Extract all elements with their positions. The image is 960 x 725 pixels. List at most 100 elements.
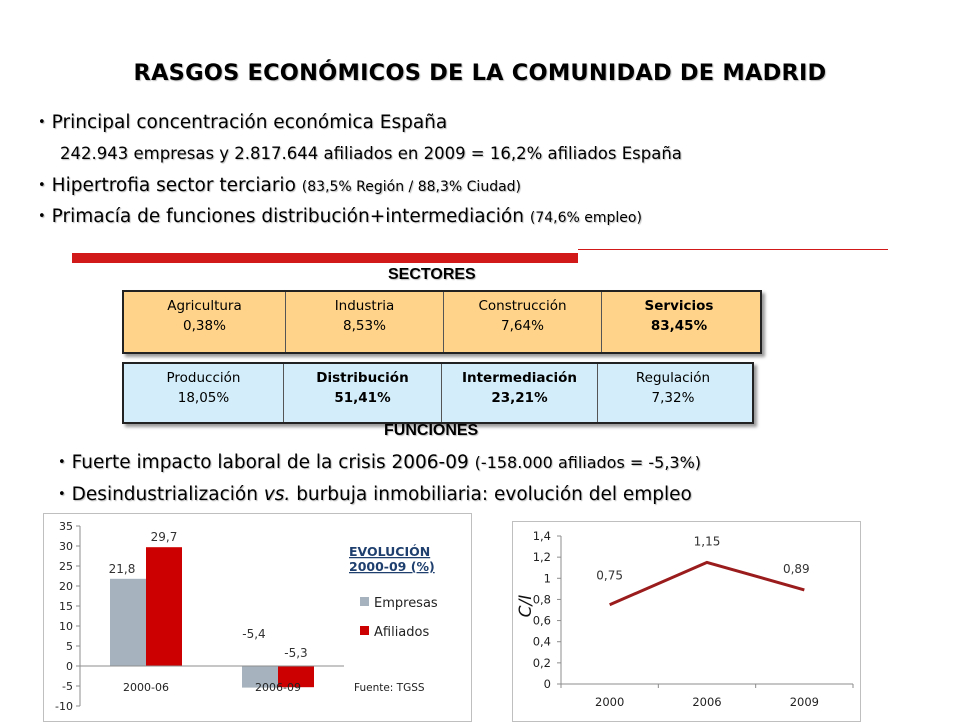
bullet-dot-icon: • bbox=[38, 178, 46, 193]
cell-label: Industria bbox=[334, 298, 395, 314]
bullet-text-vs: vs. bbox=[263, 484, 291, 505]
chart-title-line: EVOLUCIÓN bbox=[349, 544, 430, 559]
cell-label: Distribución bbox=[316, 370, 409, 386]
bullet-note: (83,5% Región / 88,3% Ciudad) bbox=[301, 179, 522, 195]
line-data-label: 0,75 bbox=[596, 569, 623, 583]
cell-value: 7,64% bbox=[501, 318, 544, 334]
funcion-cell-regulacion: Regulación 7,32% bbox=[598, 364, 748, 422]
cell-value: 23,21% bbox=[491, 390, 548, 406]
red-divider-thick bbox=[72, 253, 578, 263]
legend-swatch-empresas bbox=[360, 597, 369, 606]
bullet-text-a: Desindustrialización bbox=[71, 484, 258, 505]
y-tick-label: 1,2 bbox=[533, 550, 551, 564]
y-tick-label: -5 bbox=[62, 680, 73, 693]
x-tick-label: 2009 bbox=[790, 695, 819, 709]
cell-value: 51,41% bbox=[334, 390, 391, 406]
chart-source: Fuente: TGSS bbox=[354, 682, 425, 694]
cell-value: 18,05% bbox=[177, 390, 230, 406]
y-tick-label: 25 bbox=[59, 560, 73, 573]
sector-cell-industria: Industria 8,53% bbox=[286, 292, 444, 352]
cell-value: 83,45% bbox=[650, 318, 708, 334]
bar-data-label: 29,7 bbox=[151, 530, 178, 544]
cell-label: Servicios bbox=[644, 298, 714, 314]
chart-title-line: 2000-09 (%) bbox=[349, 559, 435, 574]
bar-data-label: -5,3 bbox=[284, 646, 307, 660]
y-tick-label: 0 bbox=[544, 677, 551, 691]
cell-value: 0,38% bbox=[183, 318, 226, 334]
y-tick-label: 0,2 bbox=[533, 656, 551, 670]
bar-data-label: -5,4 bbox=[242, 627, 265, 641]
y-tick-label: 0 bbox=[66, 660, 73, 673]
x-tick-label: 2006-09 bbox=[255, 681, 301, 694]
line-chart: 0 0,2 0,4 0,6 0,8 1 1,2 1,4 2000 2006 2009 0,75 1,15… bbox=[516, 529, 854, 709]
y-tick-label: 0,8 bbox=[533, 592, 551, 606]
sector-cell-servicios: Servicios 83,45% bbox=[602, 292, 756, 352]
line-data-label: 0,89 bbox=[783, 562, 810, 576]
bullet-dot-icon: • bbox=[58, 455, 66, 470]
y-tick-label: 10 bbox=[59, 620, 73, 633]
bullet-text: Primacía de funciones distribución+inter… bbox=[51, 206, 524, 227]
bullet-text: Hipertrofia sector terciario bbox=[51, 175, 296, 196]
cell-label: Regulación bbox=[635, 370, 711, 386]
legend-label-afiliados: Afiliados bbox=[374, 625, 429, 640]
funciones-table: Producción 18,05% Distribución 51,41% In… bbox=[122, 362, 754, 424]
red-divider-thin bbox=[578, 249, 888, 250]
bullet-terciario: • Hipertrofia sector terciario (83,5% Reg… bbox=[38, 175, 521, 196]
bullet-note: (74,6% empleo) bbox=[529, 210, 642, 226]
legend-label-empresas: Empresas bbox=[374, 596, 438, 611]
y-tick-label: 0,6 bbox=[533, 614, 551, 628]
funcion-cell-produccion: Producción 18,05% bbox=[124, 364, 284, 422]
y-tick-label: 0,4 bbox=[533, 635, 551, 649]
y-tick-label: 15 bbox=[59, 600, 73, 613]
sectores-table: Agricultura 0,38% Industria 8,53% Constr… bbox=[122, 290, 762, 354]
bullet-funciones: • Primacía de funciones distribución+inte… bbox=[38, 206, 642, 227]
bullet-text-b: burbuja inmobiliaria: evolución del empl… bbox=[296, 484, 692, 505]
bar-chart-frame: -10 -5 0 5 10 15 20 25 30 35 21,8 29,7 2000-06 -5,4 -5… bbox=[43, 513, 472, 722]
cell-value: 7,32% bbox=[651, 390, 695, 406]
page-title: RASGOS ECONÓMICOS DE LA COMUNIDAD DE MAD… bbox=[133, 60, 827, 86]
bullet-dot-icon: • bbox=[38, 115, 46, 130]
y-tick-label: 1 bbox=[544, 571, 551, 585]
x-tick-label: 2000 bbox=[595, 695, 624, 709]
sector-cell-construccion: Construcción 7,64% bbox=[444, 292, 602, 352]
bullet-crisis: • Fuerte impacto laboral de la crisis 200… bbox=[58, 452, 701, 473]
line-data-label: 1,15 bbox=[694, 534, 721, 548]
x-tick-label: 2006 bbox=[692, 695, 721, 709]
bullet-concentracion: • Principal concentración económica Españ… bbox=[38, 112, 447, 133]
legend-swatch-afiliados bbox=[360, 626, 369, 635]
cell-label: Agricultura bbox=[167, 298, 242, 314]
data-line bbox=[609, 560, 805, 607]
y-axis-label: C/I bbox=[516, 595, 536, 618]
y-tick-label: 1,4 bbox=[533, 529, 551, 543]
bullet-text: Fuerte impacto laboral de la crisis 2006… bbox=[71, 452, 469, 473]
bar-empresas bbox=[242, 666, 278, 688]
sector-cell-agricultura: Agricultura 0,38% bbox=[124, 292, 286, 352]
y-tick-label: -10 bbox=[55, 700, 73, 713]
y-tick-label: 20 bbox=[59, 580, 73, 593]
bar-afiliados bbox=[278, 666, 314, 688]
bullet-dot-icon: • bbox=[58, 487, 66, 502]
cell-value: 8,53% bbox=[343, 318, 386, 334]
y-tick-label: 35 bbox=[59, 520, 73, 533]
bullet-dot-icon: • bbox=[38, 209, 46, 224]
bar-empresas bbox=[110, 578, 146, 666]
bar-afiliados bbox=[146, 547, 182, 666]
sectores-caption: SECTORES bbox=[388, 266, 476, 283]
funcion-cell-intermediacion: Intermediación 23,21% bbox=[442, 364, 598, 422]
x-tick-label: 2000-06 bbox=[123, 681, 169, 694]
bullet-text: Principal concentración económica España bbox=[51, 112, 448, 133]
y-tick-label: 30 bbox=[59, 540, 73, 553]
cell-label: Producción bbox=[166, 370, 241, 386]
bullet-note: (-158.000 afiliados = -5,3%) bbox=[474, 453, 702, 472]
cell-label: Construcción bbox=[478, 298, 567, 314]
bar-data-label: 21,8 bbox=[109, 562, 136, 576]
cell-label: Intermediación bbox=[461, 370, 578, 386]
bar-chart: -10 -5 0 5 10 15 20 25 30 35 21,8 29,7 2000-06 -5,4 -5… bbox=[55, 520, 438, 713]
funcion-cell-distribucion: Distribución 51,41% bbox=[284, 364, 442, 422]
y-tick-label: 5 bbox=[66, 640, 73, 653]
line-chart-frame: 0 0,2 0,4 0,6 0,8 1 1,2 1,4 2000 2006 2009 0,75 1,15… bbox=[512, 521, 861, 722]
bullet-desindustrializacion: • Desindustrialización vs. burbuja inmobi… bbox=[58, 484, 692, 505]
chart-title: EVOLUCIÓN 2000-09 (%) bbox=[349, 544, 435, 574]
funciones-caption: FUNCIONES bbox=[384, 422, 479, 439]
bullet-detail: 242.943 empresas y 2.817.644 afiliados e… bbox=[60, 144, 682, 163]
